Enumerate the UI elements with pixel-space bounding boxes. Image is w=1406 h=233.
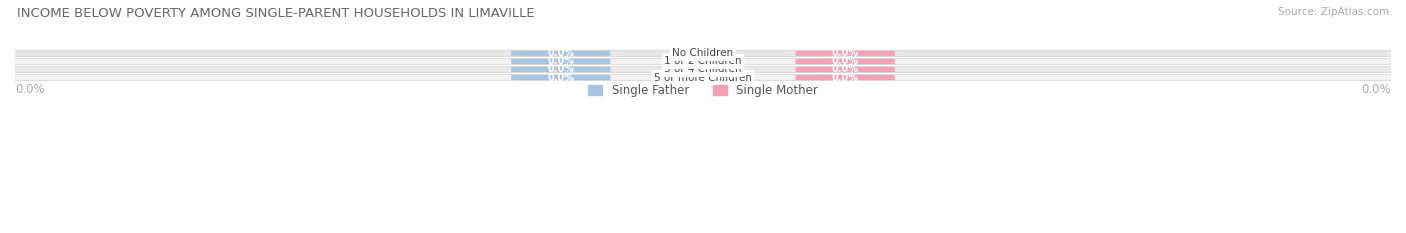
- Text: 0.0%: 0.0%: [832, 65, 859, 75]
- FancyBboxPatch shape: [796, 51, 894, 56]
- Text: 3 or 4 Children: 3 or 4 Children: [664, 65, 742, 75]
- FancyBboxPatch shape: [0, 66, 1406, 72]
- Text: No Children: No Children: [672, 48, 734, 58]
- Text: 0.0%: 0.0%: [832, 73, 859, 82]
- Text: 0.0%: 0.0%: [547, 56, 574, 66]
- Text: 0.0%: 0.0%: [832, 56, 859, 66]
- FancyBboxPatch shape: [796, 75, 894, 80]
- FancyBboxPatch shape: [512, 67, 610, 72]
- FancyBboxPatch shape: [512, 51, 610, 56]
- Text: 0.0%: 0.0%: [547, 73, 574, 82]
- Text: 0.0%: 0.0%: [547, 48, 574, 58]
- Text: INCOME BELOW POVERTY AMONG SINGLE-PARENT HOUSEHOLDS IN LIMAVILLE: INCOME BELOW POVERTY AMONG SINGLE-PARENT…: [17, 7, 534, 20]
- FancyBboxPatch shape: [796, 59, 894, 64]
- Text: 0.0%: 0.0%: [15, 83, 45, 96]
- Text: 0.0%: 0.0%: [1361, 83, 1391, 96]
- Text: Source: ZipAtlas.com: Source: ZipAtlas.com: [1278, 7, 1389, 17]
- Text: 1 or 2 Children: 1 or 2 Children: [664, 56, 742, 66]
- Text: 5 or more Children: 5 or more Children: [654, 73, 752, 82]
- FancyBboxPatch shape: [512, 75, 610, 80]
- Text: 0.0%: 0.0%: [832, 48, 859, 58]
- FancyBboxPatch shape: [796, 67, 894, 72]
- Legend: Single Father, Single Mother: Single Father, Single Mother: [583, 79, 823, 102]
- FancyBboxPatch shape: [0, 50, 1406, 56]
- FancyBboxPatch shape: [512, 59, 610, 64]
- FancyBboxPatch shape: [0, 58, 1406, 65]
- FancyBboxPatch shape: [0, 75, 1406, 81]
- Text: 0.0%: 0.0%: [547, 65, 574, 75]
